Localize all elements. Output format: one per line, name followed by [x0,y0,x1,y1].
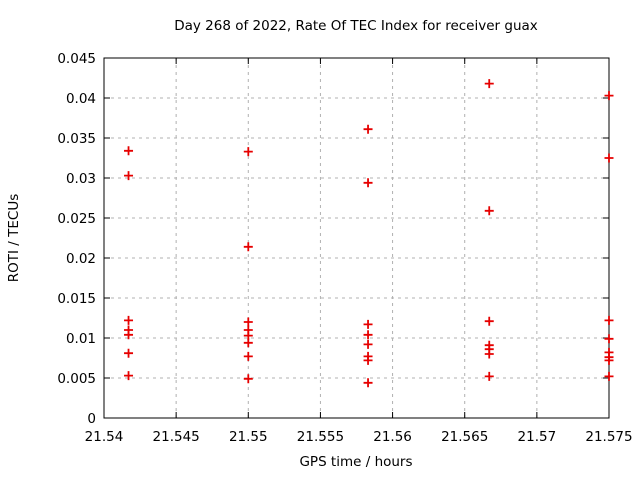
y-tick-label: 0.025 [57,211,96,227]
data-point-marker [363,339,373,349]
data-point-layer [124,79,614,388]
frame-layer [103,57,610,419]
data-point-marker [363,355,373,365]
data-point-marker [363,124,373,134]
data-point-marker [124,348,134,358]
x-tick-label: 21.545 [153,429,200,445]
data-point-marker [124,146,134,156]
x-tick-label: 21.56 [373,429,412,445]
data-point-marker [243,317,253,327]
x-tick-label: 21.555 [297,429,344,445]
data-point-marker [124,315,134,325]
tick-label-layer: 21.54 21.545 21.55 21.555 21.56 21.565 21.57 21… [57,51,632,445]
x-axis-label: GPS time / hours [299,454,412,470]
data-point-marker [484,79,494,89]
y-tick-label: 0.03 [66,171,96,187]
data-point-marker [604,371,614,381]
data-point-marker [124,371,134,381]
y-tick-label: 0.005 [57,371,96,387]
data-point-marker [604,91,614,101]
x-tick-label: 21.55 [229,429,268,445]
data-point-marker [124,171,134,181]
data-point-marker [363,330,373,340]
data-point-marker [363,378,373,388]
data-point-marker [604,153,614,163]
y-tick-label: 0.015 [57,291,96,307]
data-point-marker [243,147,253,157]
y-axis-label: ROTI / TECUs [6,194,22,282]
y-tick-label: 0 [87,411,96,427]
x-tick-label: 21.575 [585,429,632,445]
x-tick-label: 21.57 [518,429,557,445]
data-point-marker [243,374,253,384]
data-point-marker [243,351,253,361]
data-point-marker [484,206,494,216]
x-tick-label: 21.54 [85,429,124,445]
y-tick-label: 0.045 [57,51,96,67]
data-point-marker [363,319,373,329]
data-point-marker [604,315,614,325]
plot-frame [103,57,610,419]
data-point-marker [484,349,494,359]
y-tick-label: 0.035 [57,131,96,147]
y-tick-label: 0.01 [66,331,96,347]
data-point-marker [484,316,494,326]
data-point-marker [243,242,253,252]
data-point-marker [124,330,134,340]
data-point-marker [243,338,253,348]
y-tick-label: 0.04 [66,91,96,107]
x-tick-label: 21.565 [441,429,488,445]
chart-title: Day 268 of 2022, Rate Of TEC Index for r… [174,18,538,34]
data-point-marker [484,371,494,381]
data-point-marker [604,355,614,365]
data-point-marker [363,178,373,188]
y-tick-label: 0.02 [66,251,96,267]
tick-layer [103,57,610,419]
data-point-marker [604,334,614,344]
grid-layer [104,58,609,418]
